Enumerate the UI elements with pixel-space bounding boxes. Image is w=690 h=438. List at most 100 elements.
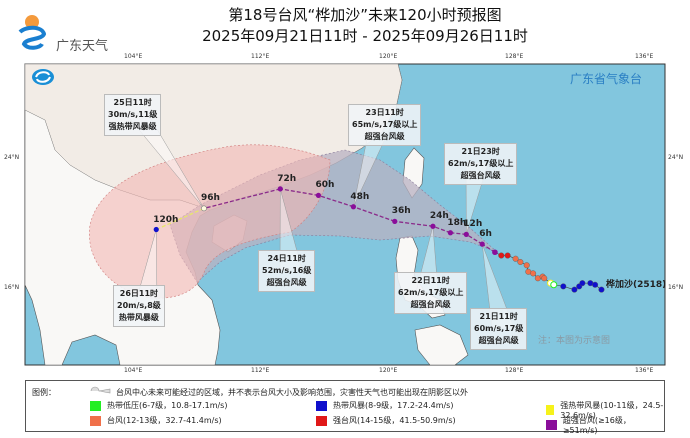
forecast-info-box: 24日11时 52m/s,16级 超强台风级: [258, 250, 316, 292]
forecast-time-label: 60h: [315, 180, 335, 191]
legend-item-tropical_depression: 热带低压(6-7级，10.8-17.1m/s): [90, 400, 227, 411]
info-time: 22日11时: [411, 276, 450, 285]
forecast-info-box: 21日11时 60m/s,17级 超强台风级: [470, 308, 528, 350]
forecast-point-36h: [392, 218, 398, 224]
info-wind: 52m/s,16级: [262, 266, 312, 275]
schematic-note: 注：本图为示意图: [538, 336, 611, 346]
info-level: 超强台风级: [410, 300, 451, 309]
lon-label-bottom: 112°E: [251, 367, 270, 374]
legend-label: 强热带风暴(10-11级，24.5-32.6m/s): [560, 401, 664, 420]
info-time: 21日11时: [479, 312, 518, 321]
lon-label-bottom: 104°E: [124, 367, 143, 374]
info-time: 23日11时: [365, 108, 404, 117]
forecast-time-label: 96h: [200, 193, 220, 204]
lat-label-left: 24°N: [4, 154, 20, 161]
cone-legend-icon: [90, 386, 112, 398]
lon-label-bottom: 120°E: [379, 367, 398, 374]
past-track-point: [530, 270, 537, 277]
lon-label-bottom: 128°E: [505, 367, 524, 374]
info-level: 热带风暴级: [118, 313, 159, 322]
logo-sun-swirl-icon: [18, 15, 47, 50]
forecast-track-segment: [353, 206, 395, 222]
lon-label-top: 120°E: [379, 53, 398, 60]
forecast-point-6h: [479, 241, 485, 247]
past-track-point: [512, 255, 519, 262]
past-track-point: [498, 252, 505, 259]
past-track-point: [504, 252, 511, 259]
legend: 图例： 台风中心未来可能经过的区域，并不表示台风大小及影响范围，灾害性天气也可能…: [25, 380, 665, 435]
lat-label-right: 16°N: [668, 284, 684, 291]
forecast-point-18h: [447, 230, 454, 236]
info-time: 26日11时: [119, 289, 159, 298]
info-level: 超强台风级: [266, 278, 307, 287]
forecast-time-label: 72h: [277, 173, 297, 184]
agency-watermark: 广东省气象台: [570, 72, 643, 86]
forecast-info-box: 26日11时 20m/s,8级 热带风暴级: [113, 285, 165, 327]
forecast-time-label: 48h: [350, 191, 370, 202]
info-level: 超强台风级: [460, 171, 501, 180]
forecast-time-label: 18h: [447, 217, 467, 228]
forecast-point-24h: [430, 223, 436, 229]
legend-label: 强台风(14-15级，41.5-50.9m/s): [333, 416, 456, 425]
info-wind: 60m/s,17级: [474, 324, 524, 333]
forecast-track-segment: [465, 233, 483, 245]
forecast-point-72h: [277, 186, 283, 192]
legend-item-severe_typhoon: 强台风(14-15级，41.5-50.9m/s): [316, 415, 456, 426]
info-time: 21日23时: [461, 147, 500, 156]
past-track-point: [517, 259, 524, 266]
lon-label-top: 136°E: [635, 53, 654, 60]
legend-label: 超强台风(≥16级，≥51m/s): [562, 416, 631, 435]
forecast-track-segment: [450, 232, 467, 236]
legend-swatch: [316, 415, 327, 426]
forecast-track-segment: [280, 188, 319, 197]
current-position-point: [492, 249, 498, 256]
forecast-info-box: 25日11时 30m/s,11级 强热带风暴级: [104, 94, 162, 136]
legend-label: 热带低压(6-7级，10.8-17.1m/s): [107, 401, 228, 410]
legend-item-typhoon: 台风(12-13级，32.7-41.4m/s): [90, 415, 222, 426]
past-track-point: [560, 283, 567, 290]
forecast-point-12h: [463, 231, 469, 237]
forecast-point-48h: [350, 204, 357, 210]
info-level: 超强台风级: [478, 336, 519, 345]
forecast-time-label: 12h: [463, 219, 483, 230]
lat-label-left: 16°N: [4, 284, 20, 291]
lat-label-right: 24°N: [668, 154, 684, 161]
info-wind: 30m/s,11级: [108, 110, 158, 119]
cone-description: 台风中心未来可能经过的区域，并不表示台风大小及影响范围，灾害性天气也可能出现在阴…: [116, 388, 468, 397]
info-level: 超强台风级: [364, 132, 405, 141]
forecast-track-segment: [155, 207, 205, 231]
lon-label-top: 128°E: [505, 53, 524, 60]
legend-swatch: [316, 400, 327, 411]
forecast-info-box: 23日11时 65m/s,17级以上 超强台风级: [348, 104, 422, 146]
lon-label-top: 104°E: [124, 53, 143, 60]
forecast-track-segment: [394, 220, 434, 227]
past-track-point: [592, 281, 599, 288]
legend-swatch: [546, 405, 555, 415]
forecast-point-96h: [201, 205, 207, 212]
info-level: 强热带风暴级: [108, 122, 157, 131]
legend-label: 热带风暴(8-9级，17.2-24.4m/s): [333, 401, 454, 410]
logo-text: 广东天气: [56, 39, 109, 54]
past-track-point: [571, 286, 578, 293]
typhoon-logo-icon: [32, 69, 54, 85]
forecast-time-label: 6h: [479, 229, 492, 240]
storm-name-label: 桦加沙(2518): [606, 280, 667, 290]
info-wind: 62m/s,17级以上: [398, 288, 464, 297]
forecast-time-label: 24h: [429, 211, 449, 222]
info-wind: 20m/s,8级: [117, 301, 161, 310]
legend-swatch: [90, 400, 101, 411]
forecast-time-label: 36h: [391, 206, 411, 217]
past-track-point: [598, 286, 605, 293]
legend-swatch: [90, 415, 101, 426]
info-wind: 62m/s,17级以上: [448, 159, 514, 168]
past-track-point: [541, 275, 548, 282]
map-title: 第18号台风“桦加沙”未来120小时预报图: [228, 6, 502, 24]
forecast-point-120h: [153, 226, 159, 233]
legend-label: 台风(12-13级，32.7-41.4m/s): [107, 416, 222, 425]
legend-item-super_typhoon: 超强台风(≥16级，≥51m/s): [546, 415, 664, 435]
lon-label-bottom: 136°E: [635, 367, 654, 374]
legend-item-severe_tropical_storm: 强热带风暴(10-11级，24.5-32.6m/s): [546, 400, 664, 420]
land-visayas: [414, 324, 469, 366]
forecast-info-box: 21日23时 62m/s,17级以上 超强台风级: [444, 143, 518, 185]
